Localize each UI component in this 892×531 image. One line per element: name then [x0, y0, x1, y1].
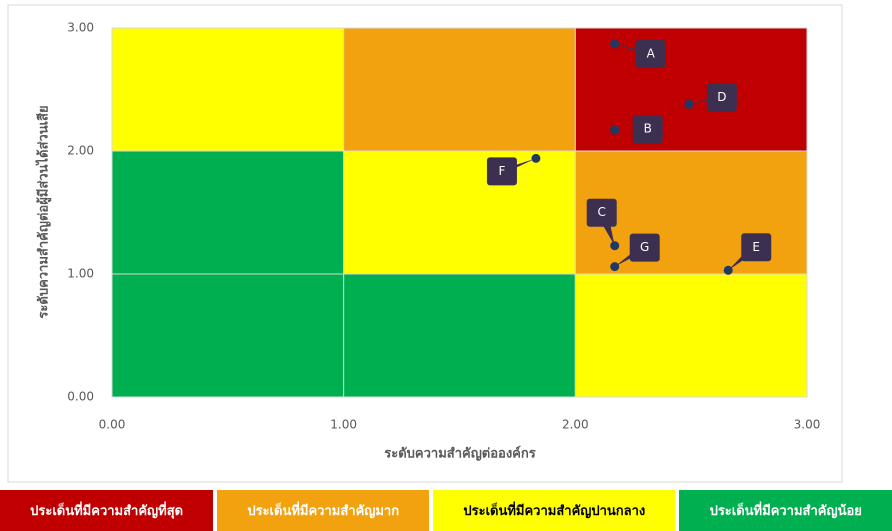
data-label: D — [717, 90, 726, 104]
y-tick-label: 3.00 — [67, 21, 94, 35]
callout-box — [632, 115, 663, 144]
legend-item: ประเด็นที่มีความสำคัญมาก — [217, 490, 430, 531]
x-tick-label: 3.00 — [794, 418, 821, 432]
y-axis-title: ระดับความสำคัญต่อผู้มีส่วนได้ส่วนเสีย — [35, 105, 52, 318]
point — [610, 262, 620, 272]
data-label: A — [647, 46, 656, 60]
legend-item: ประเด็นที่มีความสำคัญน้อย — [679, 490, 892, 531]
y-tick-label: 0.00 — [67, 390, 94, 404]
region — [343, 150, 576, 275]
data-label: F — [498, 164, 505, 178]
callout-box — [741, 233, 772, 262]
point — [684, 99, 694, 109]
x-axis-title: ระดับความสำคัญต่อองค์กร — [384, 446, 536, 462]
data-label: B — [644, 122, 652, 136]
legend: ประเด็นที่มีความสำคัญที่สุด ประเด็นที่มีค… — [0, 490, 892, 531]
data-label: G — [640, 240, 649, 254]
point — [723, 265, 733, 275]
region — [343, 27, 576, 152]
callout-box — [635, 39, 666, 68]
data-label: C — [598, 205, 606, 219]
legend-item: ประเด็นที่มีความสำคัญที่สุด — [0, 490, 214, 531]
callout-box — [586, 198, 617, 227]
region — [111, 273, 345, 398]
point — [531, 153, 541, 163]
x-tick-label: 1.00 — [330, 418, 357, 432]
x-tick-label: 2.00 — [562, 418, 589, 432]
point — [610, 125, 620, 135]
point — [610, 241, 620, 251]
chart: ระดับความสำคัญต่อองค์กร ระดับความสำคัญต่… — [7, 4, 843, 483]
callout-box — [706, 83, 737, 112]
point — [610, 39, 620, 49]
data-label: E — [752, 240, 760, 254]
region — [574, 273, 808, 398]
callout-box — [629, 233, 660, 262]
y-tick-label: 2.00 — [67, 144, 94, 158]
callout-box — [486, 157, 517, 186]
region — [574, 27, 808, 152]
legend-item: ประเด็นที่มีความสำคัญปานกลาง — [433, 490, 676, 531]
region — [343, 273, 576, 398]
x-tick-label: 0.00 — [99, 418, 126, 432]
y-tick-label: 1.00 — [67, 267, 94, 281]
region — [111, 150, 345, 275]
region — [111, 27, 345, 152]
